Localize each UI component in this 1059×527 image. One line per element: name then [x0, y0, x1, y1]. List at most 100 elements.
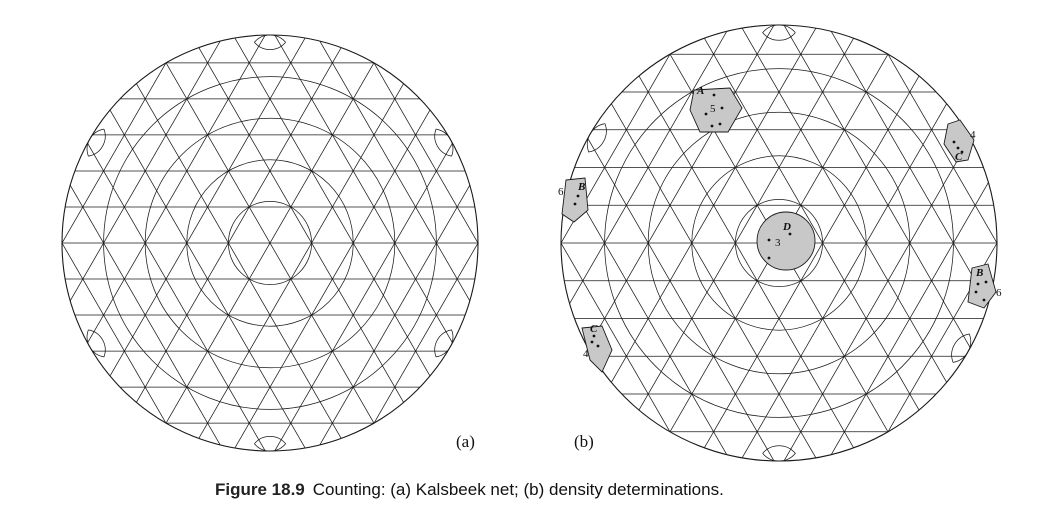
- counting-region: [756, 211, 816, 271]
- grid-line: [830, 182, 989, 455]
- data-point: [718, 122, 722, 126]
- grid-line: [274, 142, 453, 452]
- grid-line: [165, 62, 375, 424]
- rim-lens: [434, 329, 454, 358]
- grid-line: [198, 47, 404, 403]
- data-point: [984, 280, 988, 284]
- counting-region: [943, 119, 975, 163]
- grid-line: [234, 109, 431, 449]
- net-ring: [647, 111, 911, 375]
- rim-lens: [86, 128, 106, 157]
- region-count: 5: [710, 103, 716, 115]
- grid-line: [704, 75, 920, 449]
- counting-region: [967, 263, 997, 309]
- data-point: [592, 334, 596, 338]
- panel-label-a: (a): [456, 432, 475, 451]
- grid-line: [741, 27, 947, 383]
- region-letter: B: [975, 267, 983, 279]
- grid-line: [560, 242, 671, 432]
- grid-line: [87, 142, 266, 452]
- data-point: [960, 150, 964, 154]
- grid-line: [136, 47, 342, 403]
- data-point: [596, 344, 600, 348]
- density-region-c: C4: [943, 119, 976, 163]
- grid-line: [741, 103, 947, 459]
- grid-line: [319, 40, 471, 302]
- data-point: [704, 112, 708, 116]
- data-point: [982, 298, 986, 302]
- region-count: 4: [583, 348, 589, 360]
- grid-line: [587, 138, 775, 462]
- data-point: [788, 232, 792, 236]
- data-point: [767, 238, 771, 242]
- rim-lens: [762, 445, 796, 462]
- grid-line: [61, 242, 167, 424]
- rim-lens: [951, 333, 972, 363]
- net-rim: [61, 34, 479, 452]
- grid-line: [783, 138, 971, 462]
- data-point: [952, 140, 956, 144]
- counting-region: [561, 177, 589, 223]
- grid-line: [198, 83, 404, 439]
- density-region-a: A5: [689, 85, 743, 133]
- density-region-c: C4: [581, 323, 613, 373]
- counting-region: [581, 325, 613, 373]
- region-letter: B: [577, 181, 585, 193]
- grid-line: [887, 54, 998, 244]
- grid-line: [87, 34, 266, 344]
- data-point: [976, 282, 980, 286]
- density-region-d: D3: [756, 211, 816, 271]
- counting-region: [689, 87, 743, 133]
- grid-line: [704, 37, 920, 411]
- net-ring: [186, 159, 354, 327]
- region-letter: C: [590, 323, 598, 335]
- grid-line: [373, 62, 479, 244]
- region-letter: C: [955, 151, 963, 163]
- rim-lens: [253, 34, 286, 50]
- net-ring: [604, 68, 954, 418]
- rim-lens: [586, 123, 607, 153]
- grid-line: [638, 75, 854, 449]
- region-count: 6: [996, 287, 1002, 299]
- net-rim: [560, 24, 998, 462]
- grid-line: [234, 37, 431, 377]
- panel-label-b: (b): [574, 432, 594, 451]
- figure-number: Figure 18.9: [215, 480, 305, 499]
- region-letter: D: [782, 221, 791, 233]
- rim-lens: [762, 24, 796, 41]
- grid-line: [319, 184, 471, 446]
- rim-lens: [86, 329, 106, 358]
- caption-text: Counting: (a) Kalsbeek net; (b) density …: [312, 480, 724, 499]
- grid-line: [638, 37, 854, 411]
- data-point: [956, 146, 960, 150]
- grid-line: [61, 62, 167, 244]
- region-count: 4: [970, 129, 976, 141]
- figure-caption: Figure 18.9 Counting: (a) Kalsbeek net; (…: [215, 480, 724, 500]
- net-ring: [144, 117, 396, 369]
- data-point: [590, 340, 594, 344]
- net-ring: [735, 199, 823, 287]
- density-region-b: B6: [967, 263, 1002, 309]
- data-point: [573, 202, 577, 206]
- grid-line: [783, 24, 971, 348]
- grid-line: [587, 24, 775, 348]
- net-ring: [103, 76, 437, 410]
- rim-lens: [254, 436, 287, 452]
- net-ring: [691, 155, 867, 331]
- data-point: [712, 93, 716, 97]
- rim-lens: [434, 128, 454, 157]
- grid-line: [274, 34, 453, 344]
- net-ring: [228, 201, 312, 285]
- grid-line: [373, 242, 479, 424]
- data-point: [710, 124, 714, 128]
- region-count: 6: [558, 186, 564, 198]
- data-point: [974, 290, 978, 294]
- region-count: 3: [775, 237, 781, 249]
- region-letter: A: [696, 85, 704, 97]
- grid-line: [830, 31, 989, 304]
- grid-line: [136, 83, 342, 439]
- data-point: [720, 106, 724, 110]
- data-point: [767, 256, 771, 260]
